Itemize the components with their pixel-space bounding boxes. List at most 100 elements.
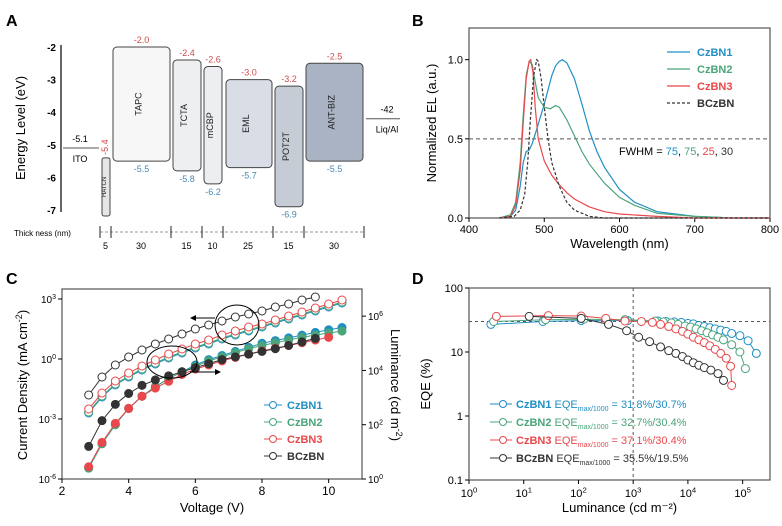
y-tick-label: 1 (457, 411, 463, 423)
legend-marker (499, 400, 507, 408)
l-line-czbn1 (88, 327, 343, 469)
eqe-point (726, 361, 736, 371)
eqe-point (620, 316, 630, 326)
j-point (204, 320, 214, 330)
eqe-point (718, 375, 728, 385)
l-point (177, 367, 187, 377)
legend-label: BCzBN (287, 451, 324, 463)
legend-marker (499, 436, 507, 444)
fwhm-annotation: FWHM = 75, 75, 25, 30 (619, 146, 733, 158)
thickness-value: 30 (329, 241, 339, 251)
lumo-label: -3.0 (241, 68, 257, 78)
eqe-point (713, 369, 723, 379)
y-axis-title: EQE (%) (418, 358, 433, 409)
panel-a-energy-diagram: -2 -3 -4 -5 -6 -7 Energy Level (eV) -5.1 ITO -42 L… (13, 35, 400, 251)
thickness-value: 5 (103, 241, 108, 251)
y-axis-title: Normalized EL (a.u.) (424, 64, 439, 183)
y-tick-label-left: 103 (41, 294, 56, 306)
eqe-point (604, 319, 614, 329)
layer-box-eml (225, 79, 273, 169)
y-tick-label-right: 104 (368, 365, 383, 377)
homo-label: -5.4 (100, 139, 110, 155)
x-tick-label: 8 (259, 484, 266, 498)
eqe-point (727, 380, 737, 390)
x-tick-label: 103 (625, 486, 642, 500)
eqe-point (622, 326, 632, 336)
eqe-point (735, 347, 745, 357)
legend-label: CzBN2 (287, 417, 322, 429)
x-tick-label: 800 (761, 224, 779, 236)
l-point (150, 383, 160, 393)
legend-label: CzBN3 (287, 434, 322, 446)
lumo-label: -2.5 (327, 51, 343, 61)
layer-name: EML (241, 114, 251, 133)
homo-label: -6.9 (281, 210, 297, 220)
layer-name: TCTA (179, 104, 189, 127)
y-tick-label: -7 (47, 206, 56, 217)
l-point (270, 344, 280, 354)
j-point (177, 329, 187, 339)
cathode-level-label: -42 (380, 105, 393, 115)
panel-b-el-spectra: 400 500 600 700 800 0.0 0.5 1.0 Wavelength (nm) N… (424, 27, 779, 251)
panel-c-jvl: 2 4 6 8 10 10-6 10-3 100 103 100 102 104 106 Voltage … (14, 288, 404, 515)
eqe-point (656, 319, 666, 329)
eqe-point (721, 353, 731, 363)
ito-level-label: -5.1 (72, 134, 88, 144)
j-point (164, 334, 174, 344)
layer-name: POT2T (281, 131, 291, 161)
l-point (110, 399, 120, 409)
legend-entry: CzBN3 EQEmax/1000 = 37.1%/30.4% (516, 435, 687, 449)
layer-box-mcbp (203, 66, 223, 185)
j-point (297, 295, 307, 305)
lumo-label: -2.0 (134, 35, 150, 45)
x-tick-label: 101 (515, 486, 532, 500)
lumo-label: -2.4 (179, 48, 195, 58)
legend-entry: CzBN1 EQEmax/1000 = 31.8%/30.7% (516, 399, 687, 413)
y-tick-label-left: 10-6 (39, 474, 56, 486)
l-point (297, 337, 307, 347)
legend-marker (269, 418, 277, 426)
l-line-bczbn (88, 337, 316, 447)
l-point (244, 349, 254, 359)
l-point (84, 441, 94, 451)
j-point (97, 388, 107, 398)
y-tick-label: 0.0 (448, 213, 463, 225)
eqe-point (645, 337, 655, 347)
x-tick-label: 105 (734, 486, 751, 500)
legend-label: CzBN1 (287, 400, 322, 412)
j-point (257, 306, 267, 316)
thickness-title: Thick ness (nm) (14, 229, 71, 238)
j-point (150, 355, 160, 365)
layer-name: HATCN (102, 177, 108, 197)
series-line-bczbn (499, 58, 770, 219)
eqe-point (647, 317, 657, 327)
eqe-point (706, 365, 716, 375)
j-point (164, 349, 174, 359)
y-tick-label-right: 100 (368, 474, 383, 486)
y-tick-label-left: 10-3 (39, 414, 56, 426)
j-point (84, 404, 94, 414)
j-point (124, 368, 134, 378)
x-tick-label: 102 (570, 486, 587, 500)
eqe-point (636, 316, 646, 326)
series-line-czbn1 (499, 58, 770, 219)
y-tick-label: -6 (47, 173, 56, 184)
y-axis-title-left: Current Density (mA cm-2) (14, 310, 30, 460)
j-point (124, 352, 134, 362)
eqe-point (524, 311, 534, 321)
layer-box-hatcn (101, 157, 111, 217)
eqe-point (656, 342, 666, 352)
y-axis-title-right: Luminance (cd m-2) (388, 329, 404, 441)
j-point (244, 309, 254, 319)
x-tick-label: 4 (125, 484, 132, 498)
j-point (110, 376, 120, 386)
y-tick-label: -5 (47, 141, 56, 152)
thickness-value: 10 (207, 241, 217, 251)
y-tick-label: 1.0 (448, 55, 463, 67)
x-tick-label: 6 (192, 484, 199, 498)
eqe-point (743, 336, 753, 346)
layer-box-pot2t (274, 85, 304, 208)
legend-label: BCzBN (697, 98, 734, 110)
legend-entry: CzBN2 EQEmax/1000 = 32.7%/30.4% (516, 417, 687, 431)
panel-label-c: C (6, 271, 18, 288)
